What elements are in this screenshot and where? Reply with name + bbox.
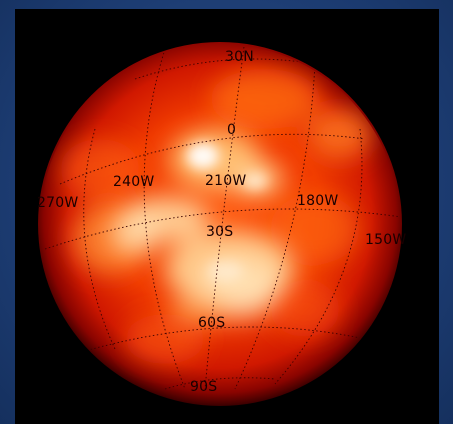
latitude-0 bbox=[59, 133, 366, 185]
label-270w: 270W bbox=[37, 195, 78, 211]
label-240w: 240W bbox=[113, 174, 154, 190]
latitude-30n bbox=[134, 58, 316, 80]
label-90s: 90S bbox=[190, 379, 217, 395]
grid-labels: 30N 0 30S 60S 90S 270W 240W 210W 180W 15… bbox=[37, 49, 406, 395]
longitude-270w bbox=[83, 128, 116, 350]
planet-image: 30N 0 30S 60S 90S 270W 240W 210W 180W 15… bbox=[15, 9, 439, 424]
surface-brightness bbox=[60, 69, 372, 364]
label-150w: 150W bbox=[365, 232, 406, 248]
latitude-60s bbox=[74, 326, 366, 355]
longitude-210w bbox=[204, 44, 246, 390]
label-210w: 210W bbox=[205, 173, 246, 189]
graticule bbox=[44, 44, 400, 390]
label-30n: 30N bbox=[225, 49, 254, 65]
label-equator: 0 bbox=[227, 122, 236, 138]
planet-globe: 30N 0 30S 60S 90S 270W 240W 210W 180W 15… bbox=[37, 42, 406, 406]
longitude-180w bbox=[234, 63, 316, 390]
label-60s: 60S bbox=[198, 315, 225, 331]
label-180w: 180W bbox=[297, 193, 338, 209]
label-30s: 30S bbox=[206, 224, 233, 240]
